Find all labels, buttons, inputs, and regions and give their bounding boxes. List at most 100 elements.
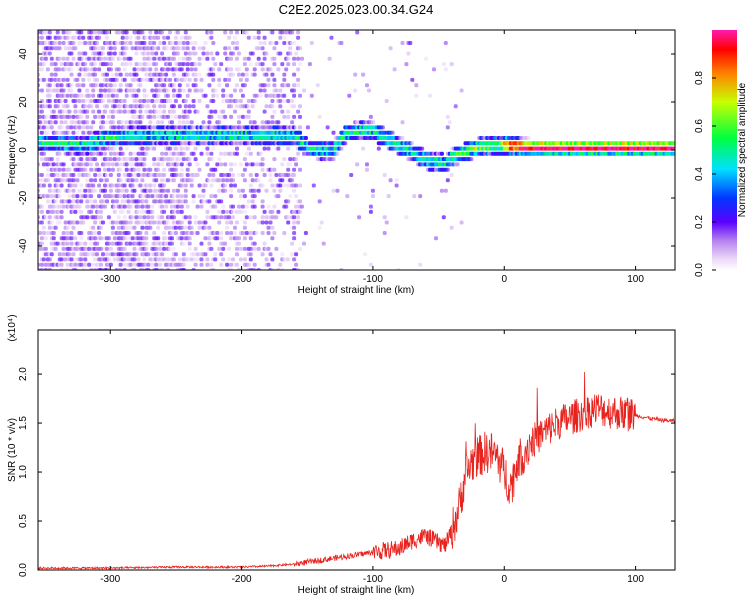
spectrogram-cell (118, 178, 123, 183)
spectrogram-cell (244, 30, 249, 35)
spectrogram-cell (248, 252, 253, 257)
spectrogram-cell (79, 30, 84, 35)
spectrogram-cell (443, 67, 448, 72)
spectrogram-cell (368, 209, 373, 214)
spectrogram-cell (183, 188, 188, 193)
spectrogram-cell (47, 93, 52, 98)
spectrogram-cell (128, 241, 133, 246)
spectrogram-cell (229, 262, 234, 267)
spectrogram-cell (428, 93, 433, 98)
spectrogram-cell (57, 56, 62, 61)
spectrogram-cell (162, 67, 167, 72)
spectrogram-cell (59, 125, 64, 130)
spectrogram-cell (162, 257, 167, 262)
colorbar-tick-label: 0.0 (694, 263, 705, 277)
spectrogram-cell (97, 173, 102, 177)
spectrogram-cell (65, 104, 70, 109)
spectrogram-cell (162, 109, 167, 114)
spectrogram-cell (124, 146, 129, 151)
spectrogram-cell (292, 225, 297, 230)
spectrogram-cell (266, 225, 271, 230)
spectrogram-cell (108, 262, 113, 267)
spectrogram-cell (166, 178, 170, 183)
spectrogram-cell (124, 188, 129, 193)
x-tick-label: -100 (363, 574, 383, 585)
spectrogram-cell (49, 157, 54, 162)
spectrogram-cell (166, 35, 170, 40)
spectrogram-cell (103, 146, 107, 151)
spectrogram-cell (77, 88, 82, 93)
spectrogram-cell (171, 93, 176, 98)
spectrogram-cell (61, 109, 66, 114)
spectrogram-cell (71, 178, 76, 183)
spectrogram-cell (266, 246, 271, 251)
spectrogram-cell (85, 109, 90, 114)
spectrogram-cell (47, 257, 52, 262)
spectrogram-cell (244, 215, 249, 220)
spectrogram-cell (118, 231, 123, 235)
spectrogram-cell (134, 215, 139, 220)
spectrogram-cell (89, 178, 94, 183)
spectrogram-cell (238, 257, 243, 262)
spectrogram-cell (292, 236, 297, 241)
spectrogram-cell (71, 114, 76, 119)
spectrogram-cell (189, 257, 194, 262)
spectrogram-cell (294, 162, 299, 167)
spectrogram-cell (191, 151, 196, 156)
spectrogram-cell (91, 109, 96, 114)
spectrogram-cell (61, 178, 66, 183)
spectrogram-cell (217, 120, 222, 125)
spectrogram-cell (368, 262, 373, 267)
spectrogram-cell (219, 215, 224, 220)
spectrogram-cell (170, 157, 174, 162)
spectrogram-cell (108, 173, 113, 177)
spectrogram-cell (185, 67, 190, 72)
spectrogram-cell (244, 162, 249, 167)
spectrogram-cell (114, 93, 119, 98)
spectrogram-cell (260, 157, 265, 162)
spectrogram-cell (292, 173, 297, 177)
spectrogram-cell (87, 262, 92, 267)
spectrogram-cell (250, 162, 255, 167)
spectrogram-cell (418, 262, 423, 267)
spectrogram-cell (158, 262, 163, 267)
spectrogram-cell (282, 77, 287, 82)
spectrogram-cell (199, 151, 204, 156)
spectrogram-cell (75, 178, 80, 183)
spectrogram-cell (79, 236, 84, 241)
spectrogram-cell (225, 262, 230, 267)
spectrogram-cell (211, 41, 216, 45)
spectrogram-cell (112, 146, 117, 151)
spectrogram-cell (85, 215, 90, 220)
spectrogram-cell (45, 67, 50, 72)
spectrogram-cell (238, 162, 243, 167)
spectrogram-cell (106, 215, 111, 220)
spectrogram-cell (250, 199, 255, 204)
spectrogram-cell (199, 88, 204, 93)
spectrogram-cell (63, 120, 68, 125)
spectrogram-cell (187, 215, 192, 220)
spectrogram-cell (152, 157, 157, 162)
spectrogram-cell (71, 120, 76, 125)
spectrogram-cell (39, 157, 44, 162)
spectrogram-cell (160, 252, 165, 257)
spectrogram-cell (175, 51, 180, 56)
spectrogram-cell (81, 77, 86, 82)
spectrogram-cell (368, 204, 373, 209)
spectrogram-cell (154, 67, 159, 72)
spectrogram-cell (63, 99, 68, 103)
spectrogram-cell (183, 104, 188, 109)
spectrogram-cell (258, 151, 263, 156)
spectrogram-cell (136, 199, 141, 204)
spectrogram-cell (83, 62, 88, 67)
spectrogram-cell (282, 93, 287, 98)
spectrogram-cell (142, 173, 147, 177)
spectrogram-cell (193, 262, 198, 267)
spectrogram-cell (171, 88, 176, 93)
spectrogram-cell (181, 262, 186, 267)
spectrogram-cell (93, 157, 98, 162)
spectrogram-cell (270, 236, 275, 241)
spectrogram-cell (288, 46, 293, 51)
spectrogram-cell (171, 151, 176, 156)
spectrogram-cell (49, 252, 54, 257)
